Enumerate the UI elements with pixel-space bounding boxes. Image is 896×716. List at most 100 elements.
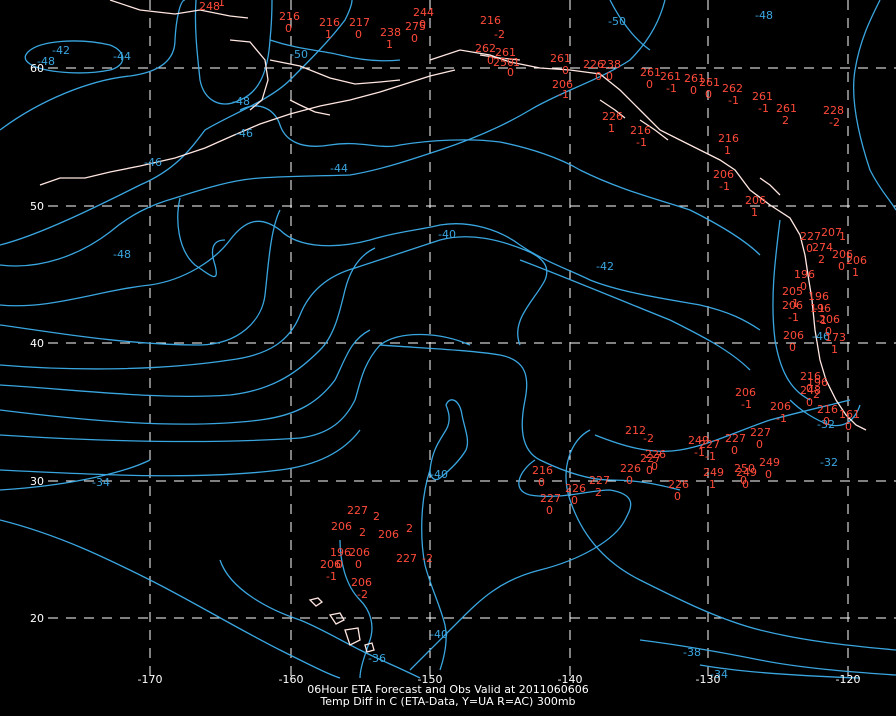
station-name: 227	[589, 474, 610, 487]
station-name: 262	[475, 42, 496, 55]
contour-value-label: -32	[820, 456, 838, 469]
station-temp-diff: 1	[709, 478, 716, 491]
station-temp-diff: -1	[694, 446, 705, 459]
station-temp-diff: 0	[806, 382, 813, 395]
station-temp-diff: 0	[823, 415, 830, 428]
station-temp-diff: 1	[852, 266, 859, 279]
station-name: 206	[378, 528, 399, 541]
station-temp-diff: -1	[788, 311, 799, 324]
station-name: 227	[750, 426, 771, 439]
station-name: 249	[759, 456, 780, 469]
isotherm-line	[519, 259, 751, 371]
latitude-label: 40	[30, 337, 44, 350]
station-temp-diff: 0	[651, 460, 658, 473]
station-name: 226	[602, 110, 623, 123]
isotherm-line	[177, 197, 226, 278]
station-name: 216	[630, 124, 651, 137]
station-name: 262	[722, 82, 743, 95]
station-name: 250	[734, 462, 755, 475]
station-name: 216	[279, 10, 300, 23]
station-temp-diff: -1	[719, 180, 730, 193]
station-temp-diff: -1	[816, 314, 827, 327]
station-name: 206	[349, 546, 370, 559]
station-name: 226	[645, 448, 666, 461]
longitude-label: -140	[558, 673, 583, 686]
station-name: 206	[713, 168, 734, 181]
station-plot: 228-2	[823, 104, 844, 129]
contour-value-label: -40	[430, 468, 448, 481]
coastline-path	[364, 642, 375, 653]
station-plot: 227-1	[699, 438, 720, 463]
coastline-path	[269, 59, 401, 85]
station-name: 248	[800, 384, 821, 397]
station-temp-diff: 1	[751, 206, 758, 219]
contour-value-label: -46	[235, 127, 253, 140]
station-temp-diff: -1	[705, 450, 716, 463]
caption-line-1: 06Hour ETA Forecast and Obs Valid at 201…	[307, 683, 589, 696]
coastline-path	[429, 49, 809, 276]
station-name: 216	[532, 464, 553, 477]
station-name: 261	[684, 72, 705, 85]
latitude-label: 20	[30, 612, 44, 625]
station-name: 206	[846, 254, 867, 267]
coastlines	[39, 0, 867, 653]
station-name: 216	[480, 14, 501, 27]
station-name: 196	[810, 302, 831, 315]
station-temp-diff: 0	[419, 18, 426, 31]
caption-line-2: Temp Diff in C (ETA-Data, Y=UA R=AC) 300…	[320, 695, 576, 708]
coastline-path	[807, 274, 867, 431]
contour-value-label: -36	[368, 652, 386, 665]
isotherm-line	[0, 429, 361, 477]
station-temp-diff: 0	[806, 396, 813, 409]
station-temp-diff: 0	[800, 280, 807, 293]
station-temp-diff: -1	[326, 570, 337, 583]
station-name: 206	[745, 194, 766, 207]
coastline-path	[328, 612, 345, 625]
longitude-label: -120	[836, 673, 861, 686]
station-name: 206	[735, 386, 756, 399]
station-temp-diff: 0	[705, 88, 712, 101]
contour-value-label: -34	[710, 668, 728, 681]
station-name: 244	[413, 6, 434, 19]
station-name: 206	[320, 558, 341, 571]
station-name: 173	[825, 331, 846, 344]
coastline-path	[479, 54, 521, 61]
longitude-label: -130	[696, 673, 721, 686]
station-temp-diff: -2	[829, 116, 840, 129]
station-temp-diff: -2	[643, 432, 654, 445]
station-temp-diff: 0	[742, 478, 749, 491]
contour-value-label: -50	[608, 15, 626, 28]
station-temp-diff: 1	[839, 230, 846, 243]
station-name: 261	[495, 46, 516, 59]
station-name: 261	[752, 90, 773, 103]
station-temp-diff: 0	[789, 341, 796, 354]
station-name: 226	[565, 482, 586, 495]
station-plot: 206 2	[331, 520, 366, 539]
coastline-path	[308, 597, 324, 607]
station-name: 227	[396, 552, 417, 565]
station-name: 261	[550, 52, 571, 65]
station-name: 206	[832, 248, 853, 261]
